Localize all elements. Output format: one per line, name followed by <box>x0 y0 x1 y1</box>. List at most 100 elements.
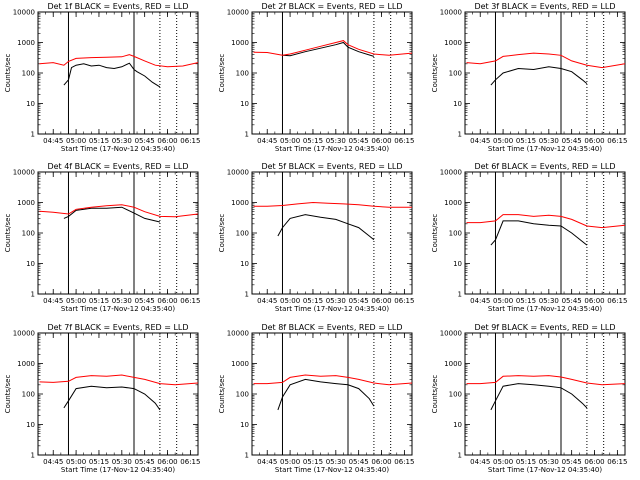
x-tick-label: 05:00 <box>66 297 86 305</box>
chart-title: Det 2f BLACK = Events, RED = LLD <box>261 2 402 11</box>
series-lld-line <box>253 201 412 208</box>
chart-panel: Det 1f BLACK = Events, RED = LLD 1 10 100 10… <box>4 2 200 153</box>
x-tick-label: 04:45 <box>257 458 277 466</box>
x-tick-label: 05:00 <box>66 458 86 466</box>
series-lld-line <box>253 40 412 56</box>
y-tick-label: 1000 <box>444 199 462 207</box>
x-tick-label: 06:15 <box>607 137 627 145</box>
x-tick-label: 05:15 <box>303 297 323 305</box>
y-tick-label: 100 <box>22 70 35 78</box>
y-tick-label: 1000 <box>444 360 462 368</box>
x-tick-label: 05:15 <box>516 458 536 466</box>
x-tick-label: 05:30 <box>539 297 559 305</box>
y-tick-label: 1000 <box>444 39 462 47</box>
y-tick-label: 10000 <box>227 9 249 17</box>
y-tick-label: 10 <box>240 421 249 429</box>
plot-frame <box>251 332 413 456</box>
y-axis-label: Counts/sec <box>431 54 439 93</box>
chart-title: Det 3f BLACK = Events, RED = LLD <box>474 2 615 11</box>
x-tick-label: 05:00 <box>280 297 300 305</box>
x-tick-label: 06:15 <box>180 137 200 145</box>
x-tick-label: 05:30 <box>112 458 132 466</box>
y-tick-label: 1000 <box>231 39 249 47</box>
y-tick-label: 100 <box>236 70 249 78</box>
x-axis-label: Start Time (17-Nov-12 04:35:40) <box>275 305 389 313</box>
x-tick-label: 05:45 <box>349 297 369 305</box>
x-tick-label: 05:00 <box>493 297 513 305</box>
x-tick-label: 05:00 <box>66 137 86 145</box>
plot-frame <box>37 11 199 135</box>
y-tick-label: 1 <box>245 452 249 460</box>
y-tick-label: 1000 <box>17 360 35 368</box>
x-tick-label: 06:15 <box>394 137 414 145</box>
series-lld-line <box>39 204 198 218</box>
x-tick-label: 06:00 <box>584 458 604 466</box>
x-tick-label: 05:45 <box>135 297 155 305</box>
chart-title: Det 6f BLACK = Events, RED = LLD <box>474 162 615 171</box>
x-tick-label: 06:15 <box>607 458 627 466</box>
series-events-line <box>63 385 161 411</box>
y-tick-label: 10 <box>453 421 462 429</box>
y-axis-label: Counts/sec <box>4 54 12 93</box>
chart-panel: Det 7f BLACK = Events, RED = LLD 1 10 100 10… <box>4 323 200 474</box>
y-tick-label: 1000 <box>231 199 249 207</box>
y-tick-label: 1 <box>458 291 462 299</box>
y-tick-label: 1 <box>31 291 35 299</box>
x-tick-label: 05:45 <box>562 137 582 145</box>
y-tick-label: 10 <box>453 260 462 268</box>
x-tick-label: 06:00 <box>371 297 391 305</box>
y-tick-label: 10 <box>26 421 35 429</box>
y-axis-label: Counts/sec <box>431 214 439 253</box>
series-events-line <box>282 41 375 57</box>
plot-frame <box>464 332 626 456</box>
x-tick-label: 05:15 <box>303 458 323 466</box>
x-tick-label: 04:45 <box>257 137 277 145</box>
chart-panel: Det 6f BLACK = Events, RED = LLD 1 10 100 10… <box>431 162 627 313</box>
x-tick-label: 06:15 <box>180 297 200 305</box>
plot-frame <box>464 11 626 135</box>
plot-frame <box>37 332 199 456</box>
x-tick-label: 04:45 <box>43 137 63 145</box>
y-tick-label: 1000 <box>17 39 35 47</box>
x-tick-label: 05:45 <box>349 137 369 145</box>
x-axis-label: Start Time (17-Nov-12 04:35:40) <box>61 466 175 474</box>
x-axis-label: Start Time (17-Nov-12 04:35:40) <box>488 305 602 313</box>
x-tick-label: 05:30 <box>112 137 132 145</box>
x-tick-label: 05:00 <box>493 458 513 466</box>
x-tick-label: 06:00 <box>157 297 177 305</box>
y-axis-label: Counts/sec <box>218 54 226 93</box>
x-axis-label: Start Time (17-Nov-12 04:35:40) <box>61 145 175 153</box>
y-axis-label: Counts/sec <box>218 214 226 253</box>
chart-title: Det 1f BLACK = Events, RED = LLD <box>47 2 188 11</box>
y-tick-label: 100 <box>449 391 462 399</box>
y-tick-label: 10000 <box>440 330 462 338</box>
x-tick-label: 05:15 <box>89 297 109 305</box>
y-tick-label: 1000 <box>17 199 35 207</box>
x-tick-label: 05:45 <box>135 458 155 466</box>
y-tick-label: 10 <box>240 100 249 108</box>
y-tick-label: 1000 <box>231 360 249 368</box>
chart-panel: Det 4f BLACK = Events, RED = LLD 1 10 100 10… <box>4 162 200 313</box>
x-axis-label: Start Time (17-Nov-12 04:35:40) <box>275 145 389 153</box>
chart-title: Det 7f BLACK = Events, RED = LLD <box>47 323 188 332</box>
y-axis-label: Counts/sec <box>4 214 12 253</box>
chart-title: Det 5f BLACK = Events, RED = LLD <box>261 162 402 171</box>
y-tick-label: 10000 <box>227 330 249 338</box>
x-tick-label: 05:15 <box>89 458 109 466</box>
x-tick-label: 04:45 <box>470 137 490 145</box>
y-tick-label: 100 <box>449 70 462 78</box>
y-tick-label: 100 <box>236 230 249 238</box>
chart-panel: Det 5f BLACK = Events, RED = LLD 1 10 100 10… <box>218 162 414 313</box>
series-events-line <box>63 206 161 223</box>
chart-panel: Det 9f BLACK = Events, RED = LLD 1 10 100 10… <box>431 323 627 474</box>
plot-frame <box>464 171 626 295</box>
y-tick-label: 10 <box>26 260 35 268</box>
y-tick-label: 10 <box>453 100 462 108</box>
y-tick-label: 1 <box>31 452 35 460</box>
x-tick-label: 05:30 <box>326 137 346 145</box>
x-tick-label: 05:45 <box>135 137 155 145</box>
chart-title: Det 8f BLACK = Events, RED = LLD <box>261 323 402 332</box>
y-tick-label: 1 <box>31 131 35 139</box>
series-lld-line <box>39 54 198 68</box>
x-tick-label: 05:30 <box>326 297 346 305</box>
